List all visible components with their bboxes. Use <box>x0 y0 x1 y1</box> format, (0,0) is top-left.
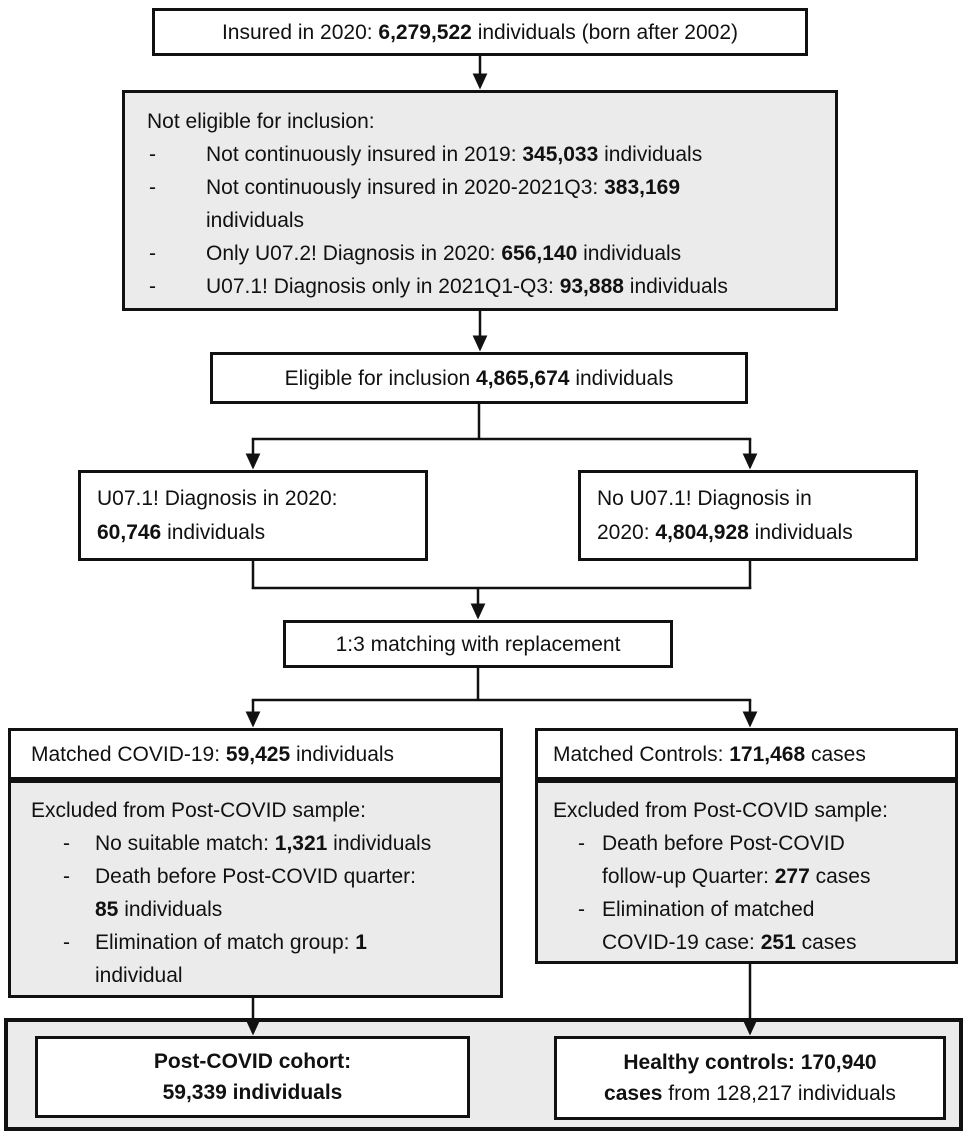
exclusion-item: Death before Post-COVID quarter:85 indiv… <box>11 860 492 926</box>
healthy-controls-text: Healthy controls: 170,940 cases from 128,… <box>604 1051 896 1105</box>
not-eligible-list: Not continuously insured in 2019: 345,03… <box>125 138 827 303</box>
exclusion-item: No suitable match: 1,321 individuals <box>11 827 492 860</box>
box-not-eligible: Not eligible for inclusion: Not continuo… <box>122 90 838 311</box>
exclusion-item: Not continuously insured in 2019: 345,03… <box>125 138 827 171</box>
excluded-covid-list: No suitable match: 1,321 individuals Dea… <box>11 827 492 992</box>
not-eligible-title: Not eligible for inclusion: <box>147 110 375 133</box>
matched-covid-text: Matched COVID-19: 59,425 individuals <box>31 742 395 766</box>
insured-2020-text: Insured in 2020: 6,279,522 individuals (… <box>221 20 739 44</box>
excluded-covid-title: Excluded from Post-COVID sample: <box>31 799 366 822</box>
box-excluded-covid: Excluded from Post-COVID sample: No suit… <box>8 780 503 998</box>
post-covid-cohort-text: Post-COVID cohort: 59,339 individuals <box>153 1050 352 1104</box>
box-matched-covid: Matched COVID-19: 59,425 individuals <box>8 728 503 780</box>
box-no-u071-diagnosis-2020: No U07.1! Diagnosis in 2020: 4,804,928 in… <box>578 470 918 561</box>
box-healthy-controls: Healthy controls: 170,940 cases from 128,… <box>554 1036 946 1120</box>
box-excluded-controls: Excluded from Post-COVID sample: Death b… <box>535 780 958 964</box>
box-eligible: Eligible for inclusion 4,865,674 individ… <box>210 352 748 404</box>
u071-diagnosis-text: U07.1! Diagnosis in 2020: 60,746 individu… <box>97 486 338 544</box>
matching-text: 1:3 matching with replacement <box>335 632 621 656</box>
matched-controls-text: Matched Controls: 171,468 cases <box>553 742 866 766</box>
box-matching: 1:3 matching with replacement <box>283 620 673 668</box>
box-insured-2020: Insured in 2020: 6,279,522 individuals (… <box>152 8 808 56</box>
box-u071-diagnosis-2020: U07.1! Diagnosis in 2020: 60,746 individu… <box>78 470 428 561</box>
box-matched-controls: Matched Controls: 171,468 cases <box>535 728 958 780</box>
eligible-text: Eligible for inclusion 4,865,674 individ… <box>284 366 674 390</box>
box-post-covid-cohort: Post-COVID cohort: 59,339 individuals <box>35 1036 470 1118</box>
exclusion-item: Not continuously insured in 2020-2021Q3:… <box>125 171 827 237</box>
exclusion-item: Only U07.2! Diagnosis in 2020: 656,140 i… <box>125 237 827 270</box>
no-u071-diagnosis-text: No U07.1! Diagnosis in 2020: 4,804,928 in… <box>597 486 853 544</box>
excluded-controls-title: Excluded from Post-COVID sample: <box>553 799 888 822</box>
exclusion-item: U07.1! Diagnosis only in 2021Q1-Q3: 93,8… <box>125 270 827 303</box>
